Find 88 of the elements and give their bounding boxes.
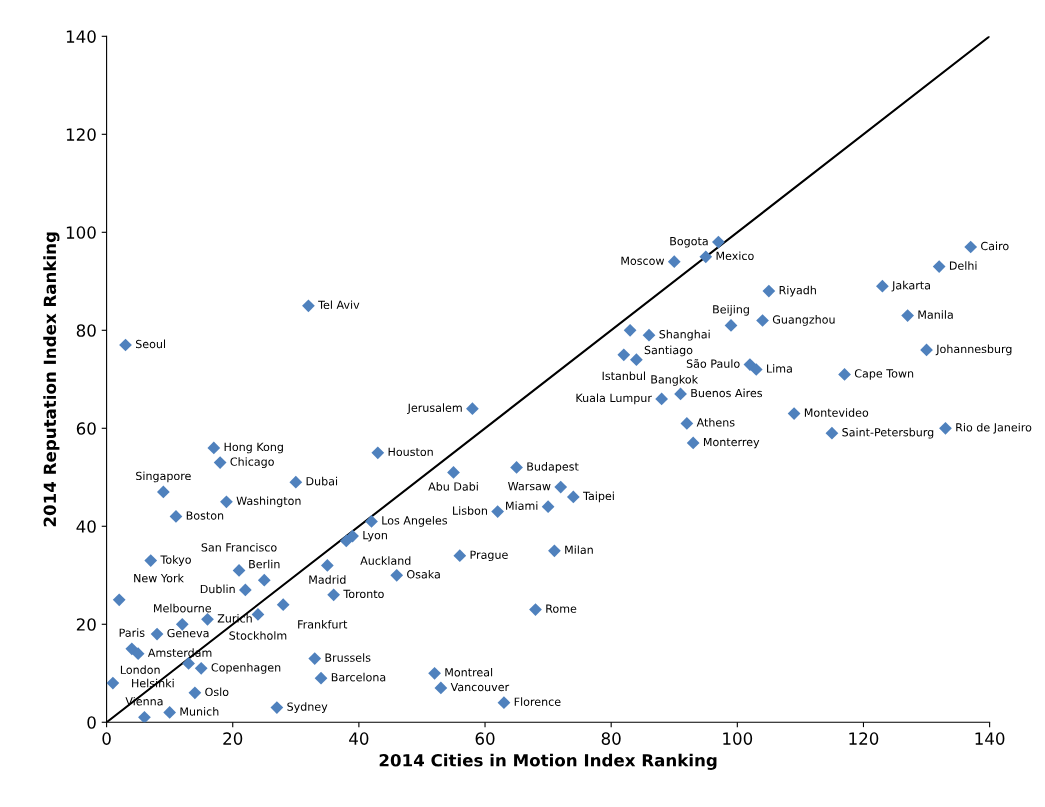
- data-label: Boston: [186, 511, 224, 520]
- data-label: Jerusalem: [407, 403, 462, 414]
- data-label: Auckland: [360, 556, 411, 565]
- x-tick-label: 80: [601, 732, 621, 745]
- data-label: Stockholm: [229, 631, 287, 640]
- data-label: Rome: [546, 604, 577, 613]
- data-label: Brussels: [325, 653, 371, 662]
- data-label: Beijing: [713, 304, 749, 316]
- data-label: Abu Dabi: [428, 482, 478, 491]
- data-label: Cape Town: [854, 369, 914, 380]
- data-label: Prague: [470, 550, 508, 562]
- y-tick-label: 80: [76, 324, 96, 337]
- data-label: New York: [134, 573, 184, 583]
- data-label: Munich: [180, 707, 219, 716]
- data-label: Montevideo: [804, 408, 869, 417]
- data-label: Sydney: [287, 702, 328, 713]
- x-tick-label: 0: [102, 732, 111, 745]
- data-label: Saint-Petersburg: [842, 427, 934, 439]
- y-tick-label: 60: [76, 422, 96, 435]
- data-label: Osaka: [407, 569, 440, 579]
- data-label: Cairo: [981, 241, 1009, 251]
- data-label: Dubai: [306, 476, 338, 486]
- y-tick-label: 100: [66, 226, 96, 239]
- x-axis-title: 2014 Cities in Motion Index Ranking: [379, 753, 717, 770]
- data-label: Singapore: [136, 471, 191, 483]
- data-label: Washington: [236, 496, 301, 508]
- data-label: Paris: [119, 628, 145, 637]
- data-label: Budapest: [527, 462, 579, 473]
- data-label: Lyon: [363, 531, 387, 542]
- data-label: Miami: [506, 501, 538, 510]
- x-tick-label: 60: [475, 732, 495, 745]
- data-label: Monterrey: [703, 437, 760, 449]
- data-label: Tel Aviv: [318, 300, 360, 310]
- data-label: Santiago: [644, 345, 693, 357]
- data-label: Manila: [918, 310, 953, 319]
- data-label: Los Angeles: [382, 516, 448, 527]
- data-label: Warsaw: [508, 482, 551, 491]
- y-tick-label: 40: [76, 520, 96, 533]
- data-label: Lima: [767, 364, 792, 373]
- data-label: Toronto: [343, 589, 384, 599]
- data-label: Taipei: [583, 491, 614, 503]
- data-label: Kuala Lumpur: [576, 393, 652, 405]
- data-label: Oslo: [205, 687, 229, 697]
- data-label: Barcelona: [331, 672, 386, 682]
- x-tick-label: 140: [975, 732, 1005, 745]
- data-label: Hong Kong: [224, 442, 283, 454]
- data-label: São Paulo: [686, 359, 740, 368]
- data-label: Copenhagen: [211, 662, 281, 674]
- data-label: Bogota: [670, 237, 708, 248]
- data-label: Florence: [514, 697, 561, 706]
- data-label: Tokyo: [160, 555, 191, 566]
- data-label: London: [120, 665, 160, 674]
- data-label: Istanbul: [602, 371, 645, 381]
- data-label: Geneva: [167, 628, 209, 638]
- data-label: Melbourne: [154, 603, 212, 613]
- data-label: Bangkok: [651, 374, 699, 386]
- data-label: Jakarta: [891, 280, 930, 292]
- data-label: Riyadh: [779, 285, 816, 297]
- data-label: Buenos Aires: [691, 388, 763, 398]
- data-label: Athens: [696, 418, 735, 427]
- data-label: Delhi: [949, 261, 977, 270]
- data-label: San Francisco: [201, 542, 277, 552]
- y-tick-label: 120: [66, 128, 96, 141]
- data-label: Shanghai: [659, 329, 710, 341]
- data-label: Moscow: [621, 256, 665, 265]
- data-label: Rio de Janeiro: [956, 422, 1032, 434]
- data-label: Dublin: [200, 584, 235, 594]
- y-axis-title: 2014 Reputation Index Ranking: [43, 232, 60, 527]
- data-label: Chicago: [230, 457, 274, 468]
- data-label: Frankfurt: [298, 619, 348, 629]
- data-label: Milan: [565, 545, 593, 554]
- data-label: Montreal: [445, 667, 493, 677]
- x-tick-label: 120: [849, 732, 879, 745]
- x-tick-label: 20: [223, 732, 243, 745]
- data-label: Madrid: [309, 575, 346, 584]
- data-label: Seoul: [135, 339, 166, 349]
- data-label: Johannesburg: [935, 344, 1012, 356]
- data-label: Mexico: [716, 251, 754, 261]
- data-label: Guangzhou: [772, 315, 835, 326]
- y-tick-label: 0: [87, 716, 96, 729]
- data-label: Houston: [388, 447, 433, 457]
- x-tick-label: 100: [723, 732, 753, 745]
- data-label: Lisbon: [453, 506, 487, 515]
- data-label: Vancouver: [450, 682, 510, 692]
- y-tick-label: 140: [66, 30, 96, 43]
- data-label: Berlin: [249, 559, 280, 569]
- x-tick-label: 40: [349, 732, 369, 745]
- y-tick-label: 20: [76, 618, 96, 631]
